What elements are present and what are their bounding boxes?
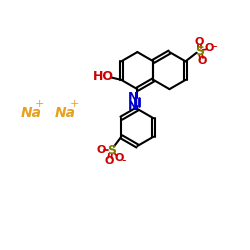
Text: -: -: [212, 40, 217, 54]
Text: HO: HO: [93, 70, 114, 83]
Text: Na: Na: [20, 106, 42, 120]
Text: O: O: [195, 37, 204, 47]
Text: N: N: [128, 91, 138, 104]
Text: O: O: [204, 44, 214, 54]
Text: +: +: [35, 99, 44, 109]
Text: -: -: [122, 154, 126, 167]
Text: Na: Na: [55, 106, 76, 120]
Text: S: S: [107, 144, 116, 157]
Text: +: +: [70, 99, 79, 109]
Text: S: S: [195, 45, 204, 58]
Text: O: O: [114, 153, 124, 163]
Text: O: O: [104, 156, 114, 166]
Text: O: O: [198, 56, 207, 66]
Text: O: O: [97, 145, 106, 155]
Text: N: N: [128, 100, 138, 113]
